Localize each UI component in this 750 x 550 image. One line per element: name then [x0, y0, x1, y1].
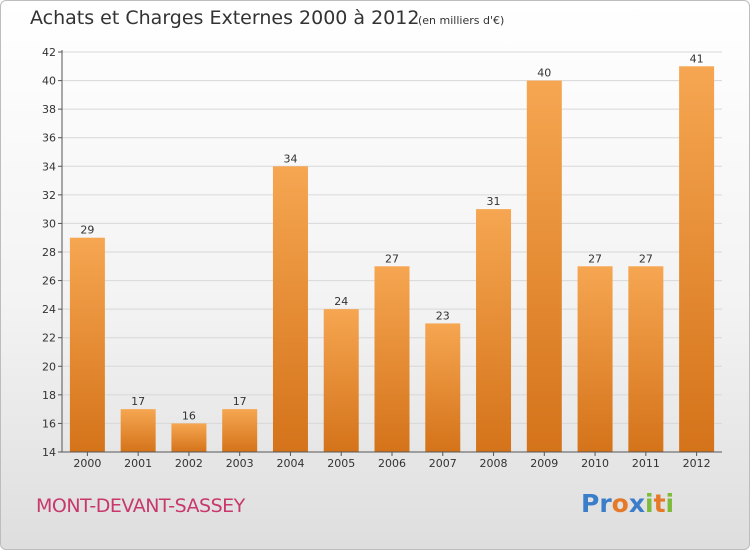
- chart-subtitle: (en milliers d'€): [418, 14, 505, 27]
- y-tick-label: 42: [42, 46, 56, 59]
- y-tick-label: 28: [42, 246, 56, 259]
- bars: [69, 66, 715, 453]
- bar: [526, 80, 562, 453]
- bar: [222, 409, 258, 452]
- bar: [323, 309, 359, 452]
- bar: [120, 409, 156, 452]
- y-tick-label: 32: [42, 189, 56, 202]
- y-tick-label: 24: [42, 303, 56, 316]
- data-label: 41: [690, 52, 704, 65]
- x-tick-label: 2009: [530, 457, 558, 470]
- x-tick-label: 2007: [429, 457, 457, 470]
- y-tick-label: 20: [42, 360, 56, 373]
- place-name: MONT-DEVANT-SASSEY: [36, 495, 245, 517]
- data-label: 40: [537, 67, 551, 80]
- data-label: 17: [233, 395, 247, 408]
- data-label: 29: [80, 224, 94, 237]
- bar: [577, 266, 613, 452]
- x-tick-label: 2006: [378, 457, 406, 470]
- y-tick-label: 38: [42, 103, 56, 116]
- axes: [58, 50, 722, 456]
- x-tick-label: 2005: [327, 457, 355, 470]
- logo-letter: x: [628, 489, 645, 518]
- y-tick-label: 26: [42, 275, 56, 288]
- data-label: 17: [131, 395, 145, 408]
- x-tick-label: 2004: [276, 457, 304, 470]
- x-tick-label: 2011: [632, 457, 660, 470]
- bar: [628, 266, 664, 452]
- bar: [476, 209, 512, 452]
- logo-letter: r: [599, 489, 612, 518]
- logo-letter: P: [581, 489, 600, 518]
- y-tick-label: 14: [42, 446, 56, 459]
- data-label: 23: [436, 309, 450, 322]
- x-tick-label: 2008: [480, 457, 508, 470]
- y-tick-label: 40: [42, 75, 56, 88]
- x-tick-label: 2000: [73, 457, 101, 470]
- bar: [69, 237, 105, 452]
- y-tick-label: 18: [42, 389, 56, 402]
- y-tick-label: 16: [42, 417, 56, 430]
- bar: [374, 266, 410, 452]
- logo-letter: i: [645, 489, 654, 518]
- x-tick-label: 2010: [581, 457, 609, 470]
- y-tick-label: 30: [42, 217, 56, 230]
- data-label: 27: [639, 252, 653, 265]
- data-label: 34: [283, 152, 297, 165]
- labels: 14 16 18 20 22 24 26 28 30 32 34 36 38 40 42 29 2000 17 20…: [42, 46, 711, 470]
- x-tick-label: 2002: [175, 457, 203, 470]
- data-label: 27: [385, 252, 399, 265]
- logo-letter: i: [665, 489, 675, 518]
- bar: [171, 423, 207, 452]
- x-tick-label: 2001: [124, 457, 152, 470]
- logo-letter: t: [653, 489, 666, 518]
- data-label: 16: [182, 409, 196, 422]
- data-label: 27: [588, 252, 602, 265]
- y-tick-label: 22: [42, 332, 56, 345]
- chart-title: Achats et Charges Externes 2000 à 2012: [30, 7, 420, 29]
- proxiti-logo[interactable]: Proxiti: [581, 489, 674, 518]
- y-tick-label: 36: [42, 132, 56, 145]
- bar: [272, 166, 308, 453]
- x-tick-label: 2012: [683, 457, 711, 470]
- bar: [679, 66, 715, 453]
- logo-letter: o: [611, 489, 629, 518]
- bar: [425, 323, 461, 452]
- x-tick-label: 2003: [226, 457, 254, 470]
- y-tick-label: 34: [42, 160, 56, 173]
- data-label: 31: [487, 195, 501, 208]
- data-label: 24: [334, 295, 348, 308]
